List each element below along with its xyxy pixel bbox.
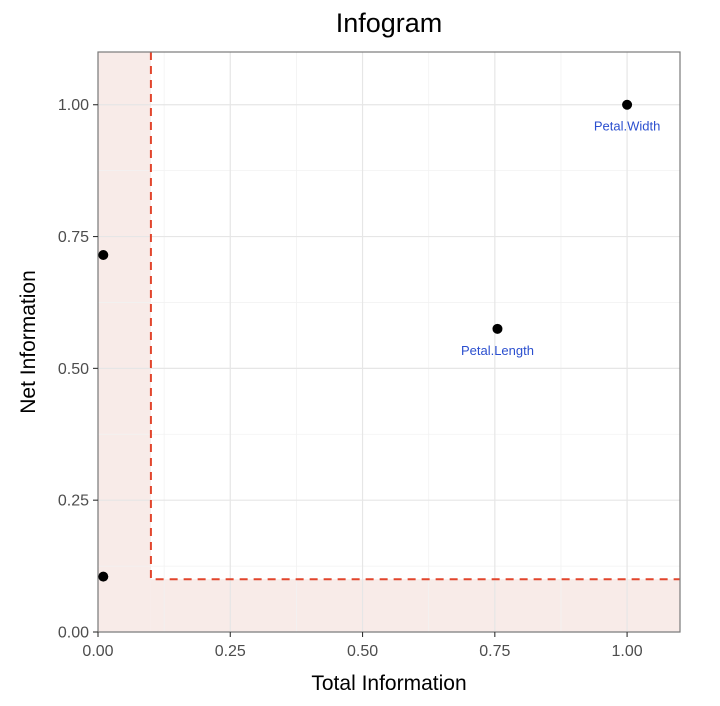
y-axis-title: Net Information [17, 270, 40, 414]
x-tick-label: 0.00 [82, 643, 113, 660]
axis-ticks: 0.00 0.25 0.50 0.75 1.00 0.00 0.25 0.50 0.75 1.00 [58, 97, 643, 660]
x-tick-label: 0.75 [479, 643, 510, 660]
data-point [622, 99, 633, 110]
y-tick-label: 0.25 [58, 493, 89, 510]
x-tick-label: 1.00 [612, 643, 643, 660]
y-tick-label: 0.75 [58, 229, 89, 246]
chart-title: Infogram [336, 8, 443, 38]
plot-panel [97, 51, 681, 633]
data-point [98, 571, 109, 582]
data-points: Petal.Width Petal.Length [98, 99, 660, 582]
y-tick-label: 0.00 [58, 625, 89, 642]
threshold-dashed-line [149, 52, 680, 581]
panel-background [98, 52, 680, 632]
low-net-information-region [150, 579, 681, 632]
x-axis-title: Total Information [311, 672, 466, 695]
data-point-label: Petal.Width [594, 119, 660, 134]
data-point-label: Petal.Length [461, 343, 534, 358]
x-tick-label: 0.50 [347, 643, 378, 660]
y-tick-label: 1.00 [58, 97, 89, 114]
data-point [98, 250, 109, 260]
low-total-information-region [98, 52, 151, 632]
data-point [492, 323, 503, 334]
x-tick-label: 0.25 [215, 643, 246, 660]
panel-border [97, 51, 681, 633]
y-tick-label: 0.50 [58, 361, 89, 378]
